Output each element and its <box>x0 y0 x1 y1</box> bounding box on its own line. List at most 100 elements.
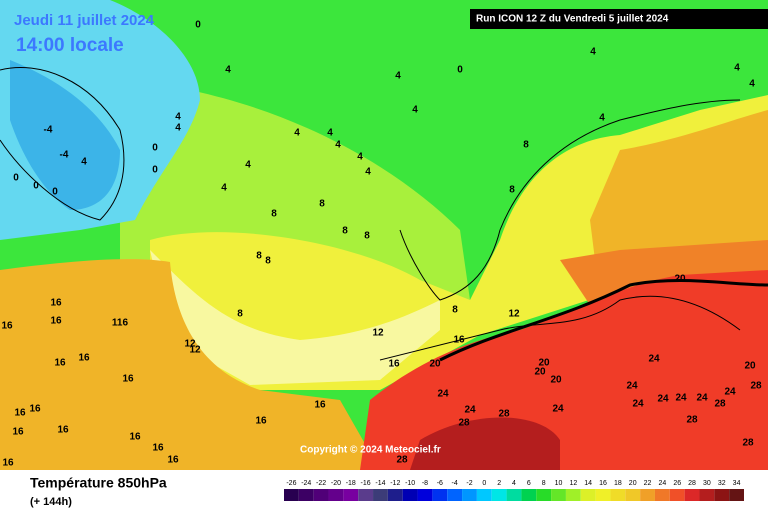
contour-label: 0 <box>152 143 158 154</box>
scale-cell <box>476 489 492 501</box>
contour-label: 4 <box>357 152 363 163</box>
contour-label: 8 <box>271 209 277 220</box>
contour-label: -4 <box>44 125 53 136</box>
contour-label: 0 <box>195 20 201 31</box>
contour-label: 12 <box>189 345 201 356</box>
contour-label: 8 <box>523 140 529 151</box>
scale-cell <box>387 489 403 501</box>
contour-label: 4 <box>81 157 87 168</box>
time-label: 14:00 locale <box>16 35 124 56</box>
scale-label: 4 <box>512 480 516 487</box>
contour-label: 4 <box>225 65 231 76</box>
contour-label: 8 <box>319 199 325 210</box>
contour-label: 16 <box>167 455 179 466</box>
contour-label: 16 <box>57 425 69 436</box>
contour-label: 16 <box>1 321 13 332</box>
scale-label: 20 <box>629 480 637 487</box>
scale-cell <box>654 489 670 501</box>
scale-label: 24 <box>658 480 666 487</box>
footer-title: Température 850hPa <box>30 475 167 491</box>
color-scale: -26 -24 -22 -20 -18 -16 -14 -12 -10 -8 -6 -4 -2 0 2 4 6 8… <box>284 480 744 501</box>
contour-label: 4 <box>335 140 341 151</box>
contour-label: 28 <box>396 455 408 466</box>
scale-label: -12 <box>390 480 400 487</box>
contour-label: 24 <box>675 393 687 404</box>
scale-label: 8 <box>542 480 546 487</box>
scale-cell <box>298 489 314 501</box>
scale-label: -6 <box>437 480 443 487</box>
scale-label: -20 <box>331 480 341 487</box>
scale-label: 2 <box>497 480 501 487</box>
scale-label: 22 <box>644 480 652 487</box>
temp-zone <box>10 60 120 210</box>
border-line <box>439 279 768 362</box>
contour-label: 0 <box>152 165 158 176</box>
contour-label: 4 <box>327 128 333 139</box>
scale-label: 18 <box>614 480 622 487</box>
contour-label: 4 <box>749 79 755 90</box>
contour-label: 16 <box>50 316 62 327</box>
scale-cell <box>373 489 388 501</box>
copyright: Copyright © 2024 Meteociel.fr <box>300 445 441 456</box>
scale-label: 30 <box>703 480 711 487</box>
contour-label: 16 <box>388 359 400 370</box>
scale-label: -4 <box>452 480 458 487</box>
temp-zone <box>150 250 440 385</box>
scale-cell <box>462 489 477 501</box>
scale-label: -8 <box>422 480 428 487</box>
contour-label: 8 <box>237 309 243 320</box>
contour-label: 8 <box>452 305 458 316</box>
contour-label: 8 <box>509 185 515 196</box>
contour-label: 8 <box>342 226 348 237</box>
scale-cell <box>699 489 715 501</box>
contour-label: 16 <box>50 298 62 309</box>
contour-label: 0 <box>33 181 39 192</box>
contour-label: 12 <box>508 309 520 320</box>
contour-label: 24 <box>552 404 564 415</box>
scale-cell <box>565 489 581 501</box>
scale-cell <box>328 489 344 501</box>
contour-label: -4 <box>60 150 69 161</box>
scale-cell <box>714 489 730 501</box>
scale-label: 32 <box>718 480 726 487</box>
contour-label: 4 <box>365 167 371 178</box>
contour-label: 28 <box>714 399 726 410</box>
scale-label: -10 <box>405 480 415 487</box>
scale-label: 0 <box>482 480 486 487</box>
scale-cell <box>580 489 596 501</box>
scale-cell <box>491 489 507 501</box>
scale-cell <box>313 489 329 501</box>
date-label: Jeudi 11 juillet 2024 <box>14 12 155 29</box>
contour-label: 20 <box>550 375 562 386</box>
contour-label: 16 <box>255 416 267 427</box>
contour-label: 16 <box>78 353 90 364</box>
scale-cell <box>417 489 433 501</box>
scale-cell <box>447 489 463 501</box>
contour-label: 0 <box>457 65 463 76</box>
coastline <box>379 295 741 361</box>
contour-label: 0 <box>13 173 19 184</box>
coastline <box>399 99 741 301</box>
contour-label: 24 <box>464 405 476 416</box>
contour-label: 16 <box>453 335 465 346</box>
scale-label: 34 <box>733 480 741 487</box>
scale-label: -24 <box>301 480 311 487</box>
contour-label: 28 <box>498 409 510 420</box>
contour-label: 16 <box>129 432 141 443</box>
scale-cell <box>551 489 566 501</box>
scale-cell <box>729 489 744 501</box>
contour-label: 16 <box>2 458 14 469</box>
run-box <box>470 9 768 29</box>
contour-label: 4 <box>245 160 251 171</box>
contour-label: 16 <box>122 374 134 385</box>
scale-label: -26 <box>286 480 296 487</box>
contour-label: 24 <box>696 393 708 404</box>
footer-lead: (+ 144h) <box>30 496 72 508</box>
contour-label: 28 <box>750 381 762 392</box>
contour-label: 24 <box>626 381 638 392</box>
contour-label: 24 <box>632 399 644 410</box>
scale-cell <box>640 489 655 501</box>
contour-label: 4 <box>221 183 227 194</box>
contour-label: 8 <box>265 256 271 267</box>
scale-cell <box>625 489 641 501</box>
